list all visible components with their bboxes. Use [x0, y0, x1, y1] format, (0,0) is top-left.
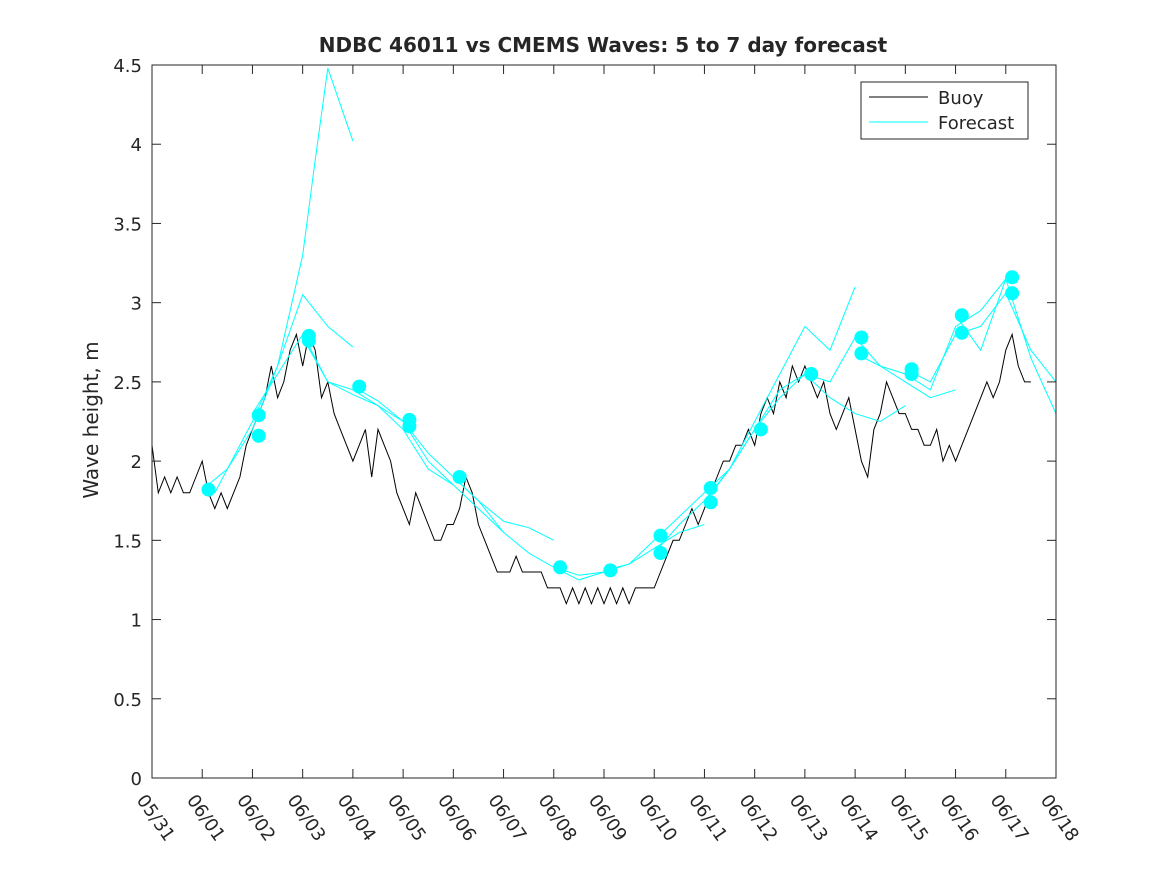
series-line-forecast-15: [905, 292, 1057, 383]
forecast-marker: [753, 422, 768, 437]
y-tick-label: 2: [131, 452, 142, 473]
series-line-forecast-9: [603, 429, 756, 571]
forecast-marker: [452, 470, 467, 484]
series-line-forecast-1: [201, 68, 354, 490]
forecast-marker: [1005, 286, 1020, 301]
forecast-marker: [201, 482, 216, 497]
x-tick-label: 06/11: [684, 791, 731, 846]
x-tick-label: 06/16: [936, 791, 983, 846]
forecast-marker: [553, 560, 568, 575]
x-tick-label: 06/09: [584, 791, 631, 846]
legend: Buoy Forecast: [860, 81, 1029, 140]
x-tick-label: 06/15: [885, 791, 932, 846]
forecast-marker: [352, 379, 367, 394]
x-tick-label: 05/31: [132, 791, 179, 846]
forecast-marker: [804, 367, 819, 381]
x-tick-label: 06/13: [785, 791, 832, 846]
series-line-forecast-5: [352, 386, 504, 533]
x-tick-label: 06/04: [333, 791, 380, 846]
forecast-marker: [653, 528, 668, 543]
x-tick-label: 06/02: [232, 791, 279, 846]
y-tick-label: 4: [131, 135, 142, 156]
chart-title: NDBC 46011 vs CMEMS Waves: 5 to 7 day fo…: [319, 33, 888, 57]
forecast-marker: [703, 495, 718, 510]
y-axis-label: Wave height, m: [79, 341, 103, 498]
x-tick-label: 06/03: [283, 791, 330, 846]
x-tick-label: 06/14: [835, 791, 882, 846]
axis-ticks: 0 0.5 1 1.5 2 2.5 3 3.5 4 4.5 05/31 06/01 06/02 06/03…: [113, 56, 1083, 845]
x-tick-label: 06/12: [735, 791, 782, 846]
y-tick-label: 2.5: [113, 373, 142, 394]
forecast-marker: [251, 428, 266, 443]
forecast-marker: [954, 325, 969, 340]
forecast-marker: [653, 546, 668, 560]
legend-buoy-label: Buoy: [938, 88, 984, 109]
y-tick-label: 4.5: [113, 56, 142, 77]
series-line-forecast-4: [302, 337, 454, 486]
series-line-buoy: [151, 332, 1031, 606]
series-line-forecast-14: [854, 278, 1007, 391]
series-line-forecast-16: [955, 277, 1057, 414]
forecast-marker: [703, 481, 718, 495]
axes-box: [151, 64, 1057, 779]
forecast-marker: [904, 367, 919, 381]
x-tick-label: 06/06: [433, 791, 480, 846]
x-tick-label: 06/10: [634, 791, 681, 846]
forecast-marker: [854, 346, 869, 361]
forecast-marker: [854, 330, 869, 345]
x-tick-label: 06/01: [182, 791, 229, 846]
legend-box: [860, 81, 1029, 140]
plot-area: [151, 68, 1057, 606]
x-tick-label: 06/08: [534, 791, 581, 846]
series-line-forecast-2: [214, 293, 354, 494]
y-tick-label: 1: [131, 611, 142, 632]
x-tick-label: 06/07: [484, 791, 531, 846]
series-line-forecast-13: [804, 336, 956, 399]
y-tick-label: 0: [131, 769, 142, 790]
y-tick-label: 1.5: [113, 531, 142, 552]
forecast-marker: [251, 408, 266, 423]
y-tick-label: 0.5: [113, 690, 142, 711]
y-tick-label: 3.5: [113, 214, 142, 235]
x-tick-label: 06/17: [986, 791, 1033, 846]
forecast-marker: [1005, 270, 1020, 285]
x-tick-label: 06/05: [383, 791, 430, 846]
forecast-marker: [402, 419, 417, 434]
series-line-forecast-11: [704, 286, 856, 503]
series-line-forecast-7: [452, 476, 605, 576]
forecast-marker: [954, 308, 969, 323]
forecast-marker: [603, 563, 618, 578]
legend-forecast-label: Forecast: [938, 113, 1014, 134]
series-line-forecast-12: [754, 373, 906, 430]
forecast-marker: [301, 333, 316, 348]
series-line-forecast-10: [653, 373, 806, 554]
x-tick-label: 06/18: [1036, 791, 1083, 846]
y-tick-label: 3: [131, 294, 142, 315]
